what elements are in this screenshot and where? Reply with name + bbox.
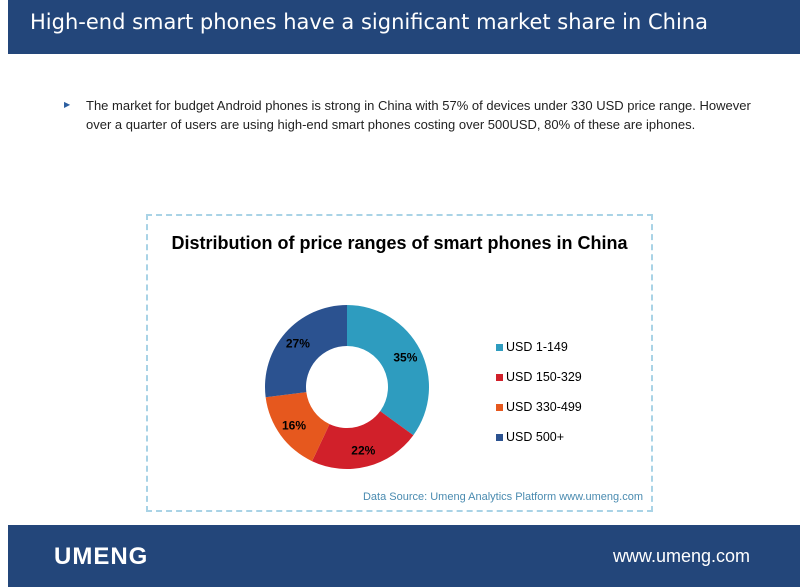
footer-bar: UMENG www.umeng.com (8, 525, 800, 587)
data-label: 22% (351, 443, 375, 457)
legend-label: USD 1-149 (506, 340, 568, 354)
data-label: 35% (393, 350, 417, 364)
legend-swatch (496, 344, 503, 351)
donut-slice (347, 305, 429, 436)
legend-swatch (496, 434, 503, 441)
title-bar: High-end smart phones have a significant… (8, 0, 800, 54)
legend-item: USD 330-499 (496, 400, 582, 414)
chart-title: Distribution of price ranges of smart ph… (171, 233, 628, 253)
legend-item: USD 1-149 (496, 340, 568, 354)
legend-label: USD 500+ (506, 430, 565, 444)
legend-label: USD 330-499 (506, 400, 582, 414)
legend-label: USD 150-329 (506, 370, 582, 384)
legend-swatch (496, 404, 503, 411)
data-source: Data Source: Umeng Analytics Platform ww… (362, 491, 643, 503)
umeng-logo: UMENG (54, 543, 149, 570)
legend-item: USD 150-329 (496, 370, 582, 384)
bullet-icon: ▶ (64, 100, 71, 109)
donut-slice (265, 305, 347, 398)
donut-slice (312, 411, 414, 469)
data-label: 16% (282, 418, 306, 432)
data-label: 27% (286, 337, 310, 351)
chart-container: Distribution of price ranges of smart ph… (146, 214, 653, 512)
legend-swatch (496, 374, 503, 381)
donut-chart: 35% 22% 16% 27% (265, 305, 429, 469)
slide-title: High-end smart phones have a significant… (30, 10, 708, 34)
bullet-text: The market for budget Android phones is … (86, 98, 751, 132)
donut-slice (265, 392, 330, 462)
footer-url[interactable]: www.umeng.com (612, 546, 750, 566)
legend-item: USD 500+ (496, 430, 564, 444)
